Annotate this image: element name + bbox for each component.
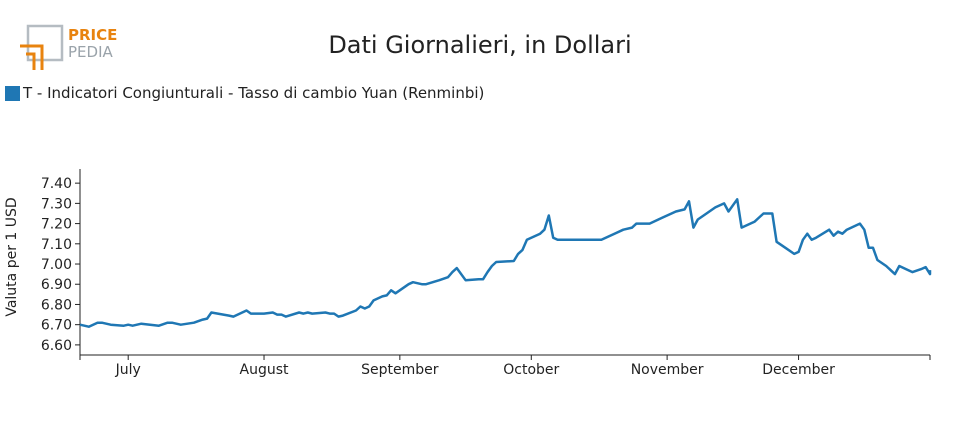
x-tick-label: July	[115, 362, 141, 378]
legend-swatch	[5, 85, 20, 101]
y-tick-label: 7.00	[41, 257, 72, 273]
logo-text-pedia: PEDIA	[68, 43, 113, 61]
logo-text-price: PRICE	[68, 26, 118, 44]
x-tick-label: November	[631, 362, 704, 378]
x-tick-label: October	[503, 362, 559, 378]
y-tick-label: 7.20	[41, 217, 72, 233]
x-tick-label: August	[240, 362, 290, 378]
y-tick-label: 6.90	[41, 277, 72, 293]
y-tick-label: 6.60	[41, 338, 72, 354]
y-tick-label: 6.70	[41, 318, 72, 334]
chart-title: Dati Giornalieri, in Dollari	[328, 31, 632, 59]
series-line	[79, 198, 932, 328]
y-axis-title: Valuta per 1 USD	[4, 197, 20, 316]
legend-label: T - Indicatori Congiunturali - Tasso di …	[23, 84, 485, 102]
y-tick-label: 7.40	[41, 176, 72, 192]
y-tick-label: 6.80	[41, 297, 72, 313]
legend[interactable]: T - Indicatori Congiunturali - Tasso di …	[5, 84, 484, 102]
x-tick-label: December	[762, 362, 835, 378]
plot-area	[79, 198, 932, 328]
y-tick-label: 7.30	[41, 196, 72, 212]
axes: 6.60 6.70 6.80 6.90 7.00 7.10 7.20 7.30 7.40 July…	[4, 169, 931, 378]
pricepedia-logo-mark	[20, 24, 64, 70]
y-tick-label: 7.10	[41, 237, 72, 253]
x-tick-label: September	[361, 362, 439, 378]
